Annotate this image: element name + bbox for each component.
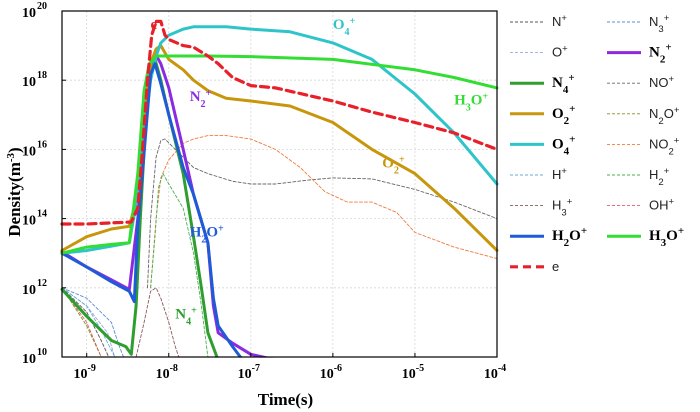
y-tick-label: 1012 — [22, 278, 47, 298]
x-tick-label: 10-8 — [156, 363, 178, 382]
series-line-9 — [150, 135, 498, 289]
legend-label: O2+ — [552, 103, 575, 127]
series-annotation: O2+ — [382, 154, 405, 176]
x-tick-label: 10-7 — [238, 363, 260, 382]
legend-label: H+ — [552, 166, 567, 183]
series-line-14 — [60, 62, 245, 362]
series-line-13 — [61, 287, 107, 364]
legend-label: H3+ — [552, 196, 573, 218]
x-axis-ticks: 10-9 10-8 10-7 10-6 10-5 10-4 — [74, 353, 506, 382]
series-line-8 — [60, 25, 499, 255]
legend-label: H3O+ — [649, 225, 684, 249]
annotations: e O4+ H3O+ N2+ O2+ H2O+ N4+ — [151, 16, 489, 327]
legend-label: N4+ — [552, 72, 575, 96]
series-line-7 — [61, 287, 109, 364]
y-tick-label: 1016 — [22, 139, 47, 159]
legend-label: e — [552, 259, 559, 274]
x-axis-label: Time(s) — [258, 390, 313, 409]
legend: N+ N3+ O+ N2+ N4+ NO+ O2+ N2O+ O4+ NO2+ H+ H2+ H3+ OH… — [510, 13, 684, 274]
x-tick-label: 10-5 — [402, 363, 424, 382]
y-tick-label: 1014 — [22, 209, 47, 229]
x-tick-label: 10-6 — [320, 363, 342, 382]
series-annotation: N2+ — [190, 88, 212, 110]
series-line-1 — [61, 287, 127, 364]
y-axis-ticks: 1010 1012 1014 1016 1018 1020 — [22, 1, 66, 367]
legend-label: H2+ — [649, 166, 670, 188]
y-axis-label: Density(m-3) — [5, 147, 24, 236]
series-line-3 — [60, 51, 292, 365]
series-annotation: O4+ — [333, 16, 356, 38]
legend-label: N2O+ — [649, 104, 680, 126]
series-line-12 — [135, 287, 182, 364]
series-layer — [60, 19, 499, 366]
series-line-5 — [147, 138, 498, 289]
legend-label: O4+ — [552, 133, 575, 157]
series-annotation: N4+ — [175, 305, 197, 327]
legend-label: NO+ — [649, 74, 675, 91]
grid — [62, 10, 498, 358]
series-line-16 — [60, 19, 499, 226]
legend-label: NO2+ — [649, 135, 680, 157]
x-tick-label: 10-4 — [484, 363, 506, 382]
series-line-11 — [150, 173, 213, 364]
legend-label: N+ — [552, 13, 567, 30]
y-tick-label: 1010 — [22, 347, 47, 367]
legend-label: N2+ — [649, 42, 672, 66]
legend-label: H2O+ — [552, 225, 587, 249]
legend-label: N3+ — [649, 13, 670, 35]
series-line-0 — [61, 287, 112, 364]
series-annotation: H3O+ — [454, 91, 488, 113]
series-line-6 — [60, 44, 499, 252]
series-line-15 — [60, 54, 499, 255]
legend-label: OH+ — [649, 196, 675, 213]
y-tick-label: 1020 — [22, 1, 47, 21]
series-annotation: e — [151, 17, 158, 33]
series-annotation: H2O+ — [190, 223, 224, 245]
legend-label: O+ — [552, 43, 568, 60]
plot-frame — [61, 10, 498, 358]
x-tick-label: 10-9 — [74, 363, 96, 382]
y-tick-label: 1018 — [22, 70, 47, 90]
